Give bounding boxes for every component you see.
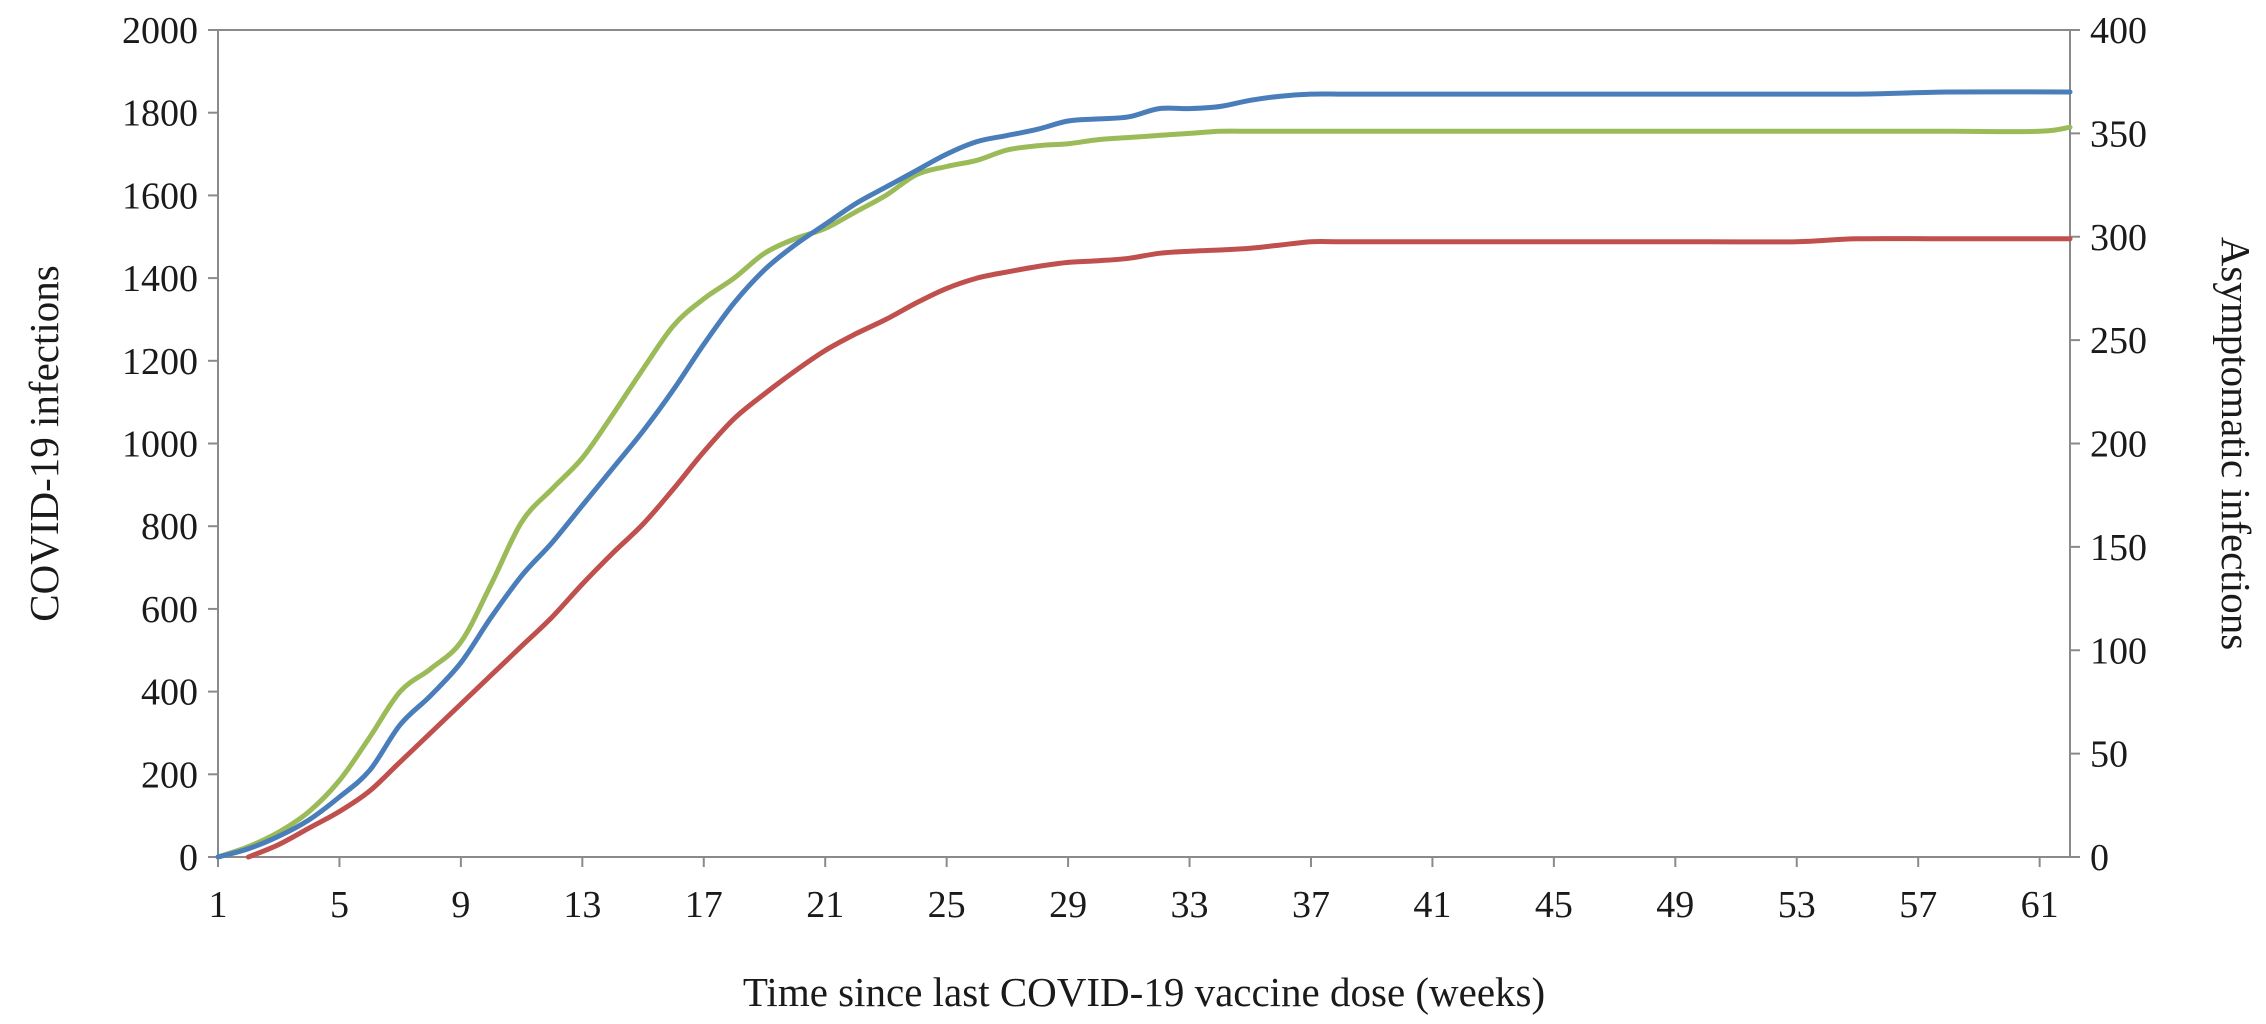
x-tick-label: 33 [1171, 884, 1209, 926]
axes-layer: 1 5 9 13 17 21 25 29 33 37 41 45 49 53 57 61 0 200 400 600 8… [122, 10, 2147, 926]
left-y-tick-label: 2000 [122, 10, 198, 52]
left-y-tick-label: 1200 [122, 341, 198, 383]
series-layer [215, 89, 2073, 860]
x-tick-label: 9 [451, 884, 470, 926]
right-y-tick-label: 300 [2090, 217, 2147, 259]
x-tick-label: 57 [1899, 884, 1937, 926]
left-y-tick-label: 0 [179, 837, 198, 879]
right-y-tick-label: 400 [2090, 10, 2147, 52]
right-y-tick-label: 100 [2090, 630, 2147, 672]
series-line-1 [215, 89, 2073, 860]
right-y-tick-label: 50 [2090, 734, 2128, 776]
x-tick-label: 49 [1656, 884, 1694, 926]
left-y-tick-label: 200 [141, 754, 198, 796]
left-y-tick-label: 600 [141, 589, 198, 631]
right-y-tick-label: 350 [2090, 113, 2147, 155]
x-tick-label: 5 [330, 884, 349, 926]
series-line-2 [245, 236, 2073, 860]
x-tick-label: 29 [1049, 884, 1087, 926]
left-y-tick-label: 1000 [122, 424, 198, 466]
x-axis-title: Time since last COVID-19 vaccine dose (w… [743, 969, 1545, 1015]
x-tick-label: 41 [1413, 884, 1451, 926]
x-tick-label: 17 [685, 884, 723, 926]
left-y-tick-label: 1600 [122, 175, 198, 217]
right-y-tick-label: 150 [2090, 527, 2147, 569]
right-y-tick-label: 250 [2090, 320, 2147, 362]
x-tick-label: 37 [1292, 884, 1330, 926]
right-y-tick-label: 200 [2090, 424, 2147, 466]
series-line-3 [215, 124, 2073, 860]
x-tick-label: 1 [209, 884, 228, 926]
right-y-tick-label: 0 [2090, 837, 2109, 879]
left-y-tick-label: 1400 [122, 258, 198, 300]
x-tick-label: 61 [2021, 884, 2059, 926]
x-tick-label: 53 [1778, 884, 1816, 926]
left-y-tick-label: 400 [141, 672, 198, 714]
labels-layer: Time since last COVID-19 vaccine dose (w… [21, 237, 2259, 1015]
x-tick-label: 13 [563, 884, 601, 926]
left-y-tick-label: 800 [141, 506, 198, 548]
left-y-tick-label: 1800 [122, 93, 198, 135]
x-tick-label: 21 [806, 884, 844, 926]
plot-area-frame [217, 29, 2071, 858]
x-tick-label: 45 [1535, 884, 1573, 926]
right-y-axis-title: Asymptomatic infections [2213, 237, 2259, 650]
x-tick-label: 25 [928, 884, 966, 926]
left-y-axis-title: COVID-19 infections [21, 265, 67, 621]
